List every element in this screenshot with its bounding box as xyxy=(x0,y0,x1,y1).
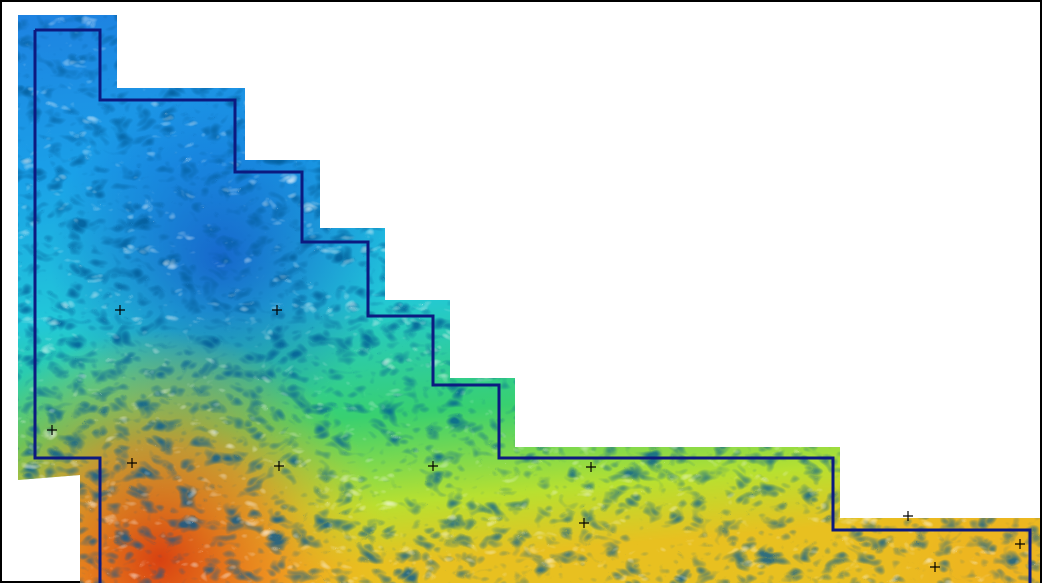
page xyxy=(0,0,1042,583)
survey-map xyxy=(0,0,1042,583)
